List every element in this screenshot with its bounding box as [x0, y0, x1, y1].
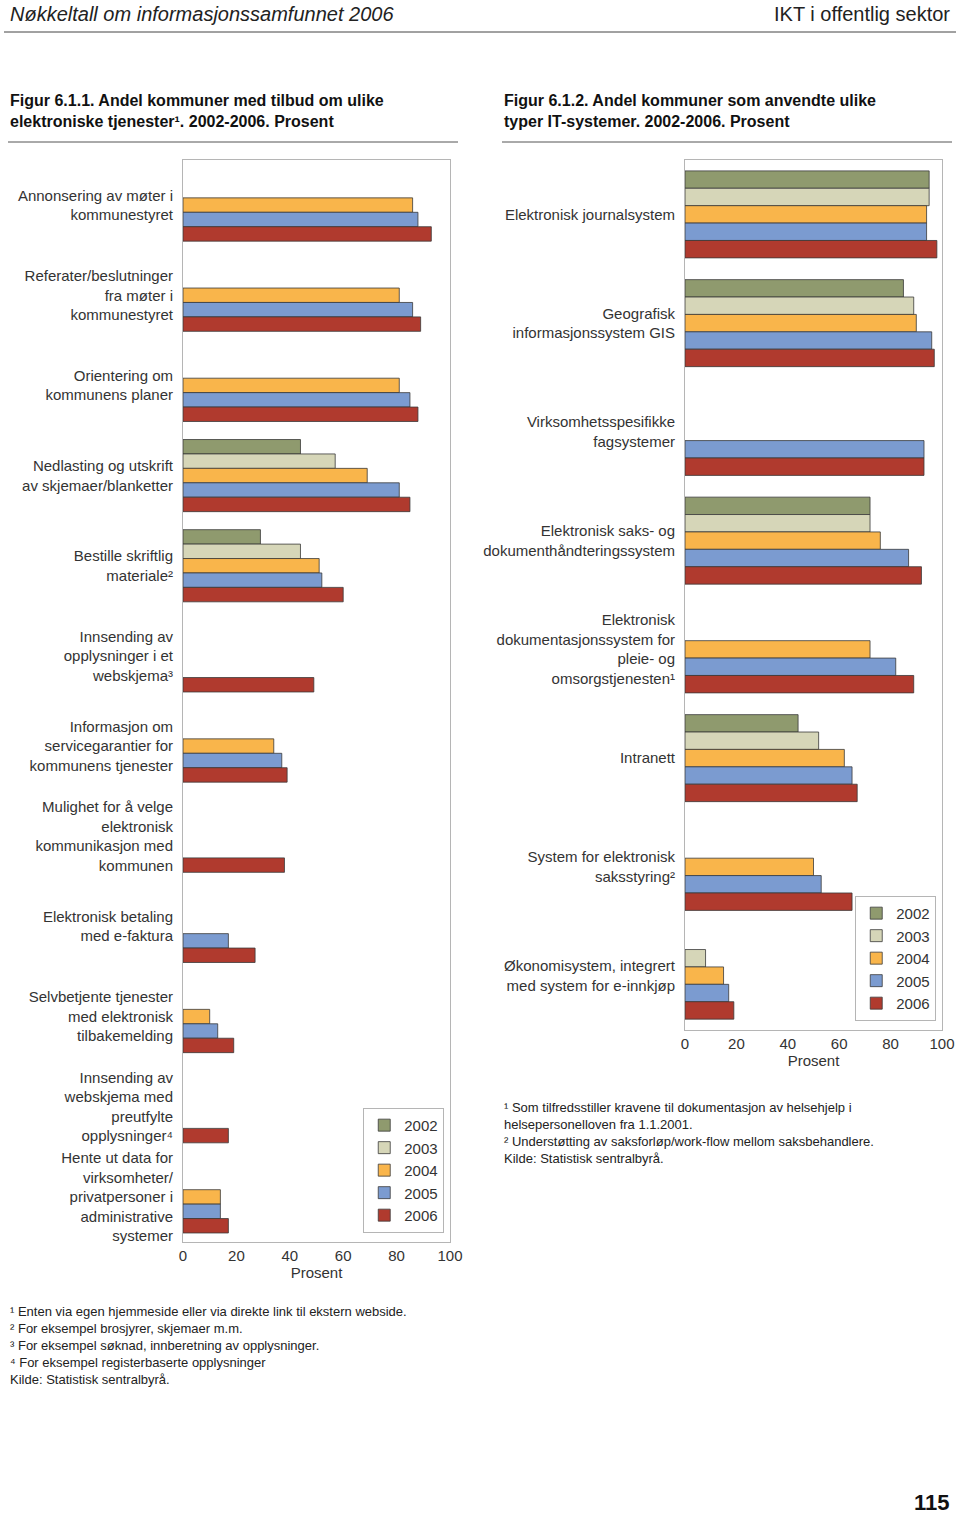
svg-text:Figur 6.1.2. Andel kommuner so: Figur 6.1.2. Andel kommuner som anvendte…: [504, 92, 876, 130]
svg-text:Annonsering av møter ikommunes: Annonsering av møter ikommunestyret: [18, 187, 174, 224]
svg-text:2002: 2002: [896, 905, 929, 922]
svg-text:Intranett: Intranett: [620, 749, 676, 766]
svg-text:Figur 6.1.1. Andel kommuner me: Figur 6.1.1. Andel kommuner med tilbud o…: [10, 92, 384, 130]
svg-text:Innsending avwebskjema medpreu: Innsending avwebskjema medpreutfylteoppl…: [64, 1069, 174, 1145]
svg-text:2002: 2002: [404, 1117, 437, 1134]
svg-text:Virksomhetsspesifikkefagsystem: Virksomhetsspesifikkefagsystemer: [527, 413, 675, 450]
svg-text:IKT i offentlig sektor: IKT i offentlig sektor: [774, 3, 950, 25]
svg-text:Elektronisk betalingmed e-fakt: Elektronisk betalingmed e-faktura: [43, 908, 174, 945]
svg-text:Referater/beslutningerfra møte: Referater/beslutningerfra møter ikommune…: [25, 267, 174, 323]
svg-text:20: 20: [228, 1247, 245, 1264]
svg-text:Prosent: Prosent: [788, 1052, 841, 1069]
svg-text:2005: 2005: [896, 972, 929, 989]
svg-text:60: 60: [831, 1035, 848, 1052]
svg-text:2004: 2004: [896, 950, 929, 967]
svg-text:Nedlasting og utskriftav skjem: Nedlasting og utskriftav skjemaer/blanke…: [22, 457, 174, 494]
svg-text:Elektroniskdokumentasjonssyste: Elektroniskdokumentasjonssystem forpleie…: [497, 611, 676, 687]
svg-text:60: 60: [335, 1247, 352, 1264]
svg-text:100: 100: [929, 1035, 954, 1052]
svg-text:Mulighet for å velgeelektronis: Mulighet for å velgeelektroniskkommunika…: [35, 798, 173, 874]
svg-text:0: 0: [681, 1035, 689, 1052]
svg-text:Informasjon omservicegarantier: Informasjon omservicegarantier forkommun…: [30, 718, 173, 774]
svg-text:Bestille skriftligmateriale²: Bestille skriftligmateriale²: [74, 547, 173, 584]
svg-text:Økonomisystem, integrertmed sy: Økonomisystem, integrertmed system for e…: [504, 957, 676, 994]
svg-text:2003: 2003: [404, 1139, 437, 1156]
svg-text:20: 20: [728, 1035, 745, 1052]
svg-text:2006: 2006: [896, 995, 929, 1012]
svg-text:Geografiskinformasjonssystem G: Geografiskinformasjonssystem GIS: [512, 305, 675, 342]
svg-text:Innsending avopplysninger i et: Innsending avopplysninger i etwebskjema³: [64, 628, 174, 684]
svg-text:Prosent: Prosent: [291, 1264, 344, 1281]
svg-text:2004: 2004: [404, 1162, 437, 1179]
svg-text:100: 100: [437, 1247, 462, 1264]
svg-text:2005: 2005: [404, 1184, 437, 1201]
svg-text:Nøkkeltall om informasjonssamf: Nøkkeltall om informasjonssamfunnet 2006: [10, 3, 394, 25]
svg-text:Orientering omkommunens planer: Orientering omkommunens planer: [45, 367, 173, 404]
svg-text:80: 80: [388, 1247, 405, 1264]
svg-text:80: 80: [882, 1035, 899, 1052]
svg-text:2006: 2006: [404, 1207, 437, 1224]
svg-text:¹ Som tilfredsstiller kravene: ¹ Som tilfredsstiller kravene til dokume…: [504, 1100, 874, 1166]
svg-text:Elektronisk saks- ogdokumenthå: Elektronisk saks- ogdokumenthåndteringss…: [483, 522, 675, 559]
svg-text:0: 0: [179, 1247, 187, 1264]
svg-text:Selvbetjente tjenestermed elek: Selvbetjente tjenestermed elektronisktil…: [29, 988, 174, 1044]
svg-text:2003: 2003: [896, 927, 929, 944]
svg-text:115: 115: [914, 1490, 950, 1515]
svg-text:Hente ut data forvirksomheter/: Hente ut data forvirksomheter/privatpers…: [61, 1149, 174, 1244]
svg-text:40: 40: [281, 1247, 298, 1264]
svg-text:¹ Enten via egen hjemmeside el: ¹ Enten via egen hjemmeside eller via di…: [10, 1304, 407, 1387]
svg-text:40: 40: [779, 1035, 796, 1052]
svg-text:System for elektronisksaksstyr: System for elektronisksaksstyring²: [527, 848, 675, 885]
svg-text:Elektronisk journalsystem: Elektronisk journalsystem: [505, 206, 675, 223]
